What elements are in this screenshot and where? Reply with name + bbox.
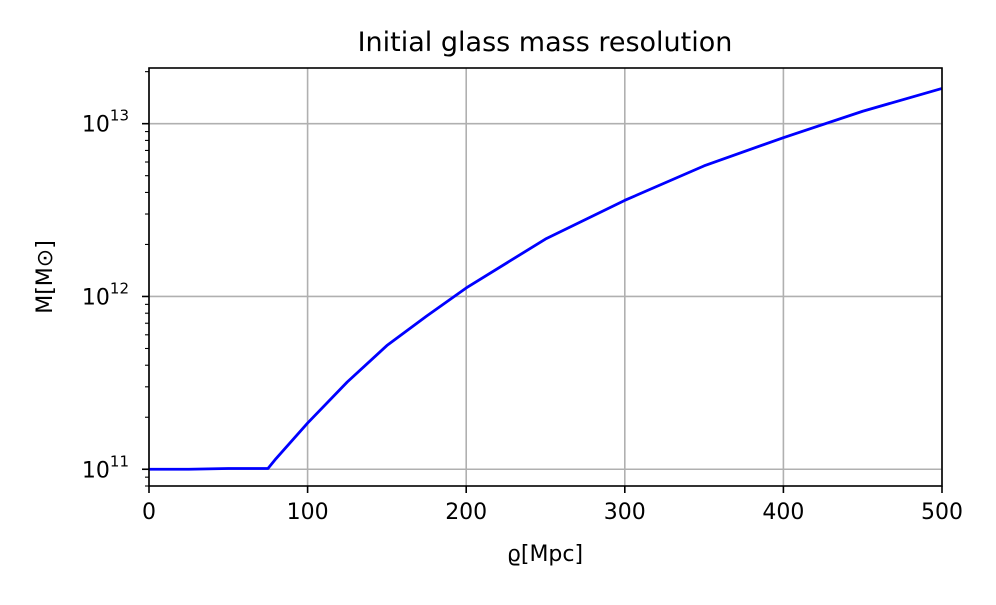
x-tick-label: 500 [921, 500, 963, 525]
x-tick-label: 400 [762, 500, 804, 525]
y-tick-label: 1013 [82, 107, 129, 138]
x-tick-label: 200 [445, 500, 487, 525]
x-tick-label: 100 [287, 500, 329, 525]
y-axis-label: M[M⊙] [33, 240, 58, 314]
chart-title: Initial glass mass resolution [358, 27, 733, 58]
y-tick-label: 1011 [82, 452, 129, 483]
series-line [149, 87, 943, 471]
y-tick-label: 1012 [82, 279, 129, 310]
x-tick-label: 300 [604, 500, 646, 525]
grid-layer [148, 68, 943, 486]
x-tick-label: 0 [142, 500, 156, 525]
x-axis-label: ϱ[Mpc] [507, 542, 583, 567]
ticks-layer: 0 100 200 300 400 500 1011 1012 1013 [82, 71, 963, 525]
plot-frame [148, 67, 943, 487]
series-layer [149, 87, 943, 471]
